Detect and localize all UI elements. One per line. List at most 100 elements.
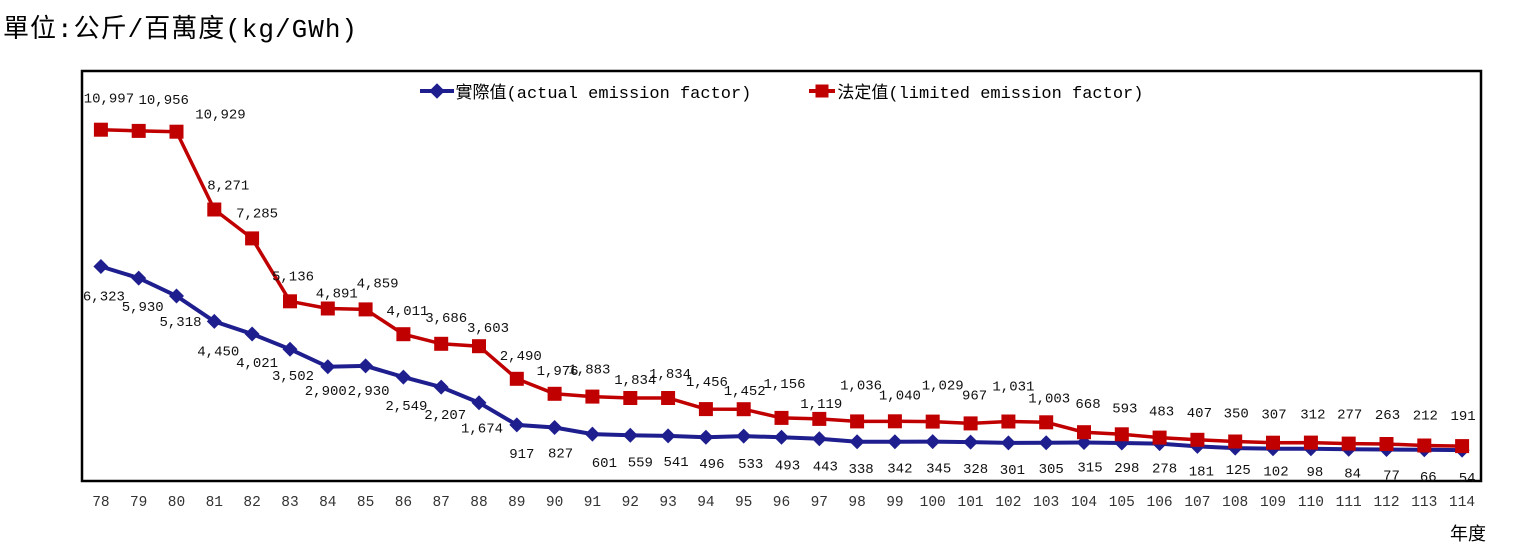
legend-label-actual: 實際值(actual emission factor): [455, 85, 752, 104]
legend-item-actual: 實際值(actual emission factor): [419, 78, 752, 104]
actual-data-label: 328: [963, 462, 988, 478]
x-axis-title: 年度: [1450, 524, 1486, 546]
actual-data-label: 559: [628, 455, 653, 471]
x-tick-label: 102: [995, 495, 1021, 511]
limited-data-label: 483: [1149, 405, 1174, 421]
limited-data-label: 1,031: [992, 380, 1034, 396]
x-tick-label: 97: [811, 495, 828, 511]
actual-data-label: 66: [1420, 470, 1437, 486]
x-tick-label: 94: [697, 495, 714, 511]
x-tick-label: 85: [357, 495, 374, 511]
limited-data-label: 4,011: [386, 304, 428, 320]
actual-data-label: 301: [1000, 463, 1025, 479]
limited-data-point: [472, 339, 486, 354]
actual-data-label: 6,323: [83, 290, 125, 306]
limited-data-label: 1,029: [922, 379, 964, 395]
actual-data-point: [963, 434, 979, 450]
limited-data-point: [887, 414, 902, 429]
x-tick-label: 105: [1109, 495, 1135, 511]
limited-data-label: 1,156: [763, 377, 805, 393]
actual-data-point: [93, 259, 109, 274]
limited-data-label: 10,956: [138, 93, 188, 109]
limited-data-label: 312: [1300, 408, 1325, 424]
limited-data-point: [1001, 414, 1016, 429]
actual-data-label: 2,207: [424, 408, 466, 424]
diamond-marker-icon: [428, 83, 445, 99]
actual-data-point: [1038, 435, 1054, 451]
actual-series-line-icon: [419, 83, 454, 99]
actual-data-label: 77: [1383, 469, 1400, 485]
actual-data-label: 1,674: [461, 422, 503, 438]
limited-data-point: [1114, 427, 1129, 442]
actual-data-point: [547, 420, 563, 435]
x-tick-label: 114: [1449, 495, 1475, 511]
limited-data-point: [169, 124, 184, 139]
actual-data-label: 541: [663, 455, 688, 471]
limited-data-point: [1417, 438, 1432, 453]
limited-data-point: [850, 414, 865, 429]
actual-data-label: 102: [1263, 465, 1288, 481]
actual-data-point: [131, 270, 147, 286]
limited-data-label: 10,929: [195, 108, 245, 124]
x-tick-label: 89: [508, 495, 525, 511]
actual-data-label: 342: [887, 462, 912, 478]
limited-data-point: [661, 391, 676, 405]
actual-data-label: 345: [926, 462, 951, 478]
actual-data-point: [471, 395, 487, 411]
limited-data-point: [812, 411, 827, 426]
actual-data-point: [282, 341, 298, 357]
actual-data-label: 496: [699, 457, 724, 473]
limited-data-label: 593: [1112, 401, 1137, 417]
limited-data-label: 5,136: [272, 269, 314, 285]
limited-data-label: 8,271: [207, 179, 249, 195]
legend-label-limited: 法定值(limited emission factor): [837, 85, 1144, 104]
limited-data-label: 3,603: [467, 321, 509, 337]
limited-data-label: 1,834: [614, 373, 656, 389]
limited-data-label: 1,456: [686, 375, 728, 391]
limited-data-label: 307: [1261, 408, 1286, 424]
actual-data-label: 315: [1077, 461, 1102, 477]
limited-data-label: 1,119: [800, 397, 842, 413]
limited-data-point: [1152, 430, 1167, 445]
limited-data-label: 1,036: [840, 378, 882, 394]
limited-data-label: 277: [1337, 408, 1362, 424]
x-tick-label: 84: [319, 495, 336, 511]
actual-data-point: [433, 379, 449, 395]
limited-data-label: 4,859: [357, 276, 399, 292]
x-tick-label: 109: [1260, 495, 1286, 511]
limited-data-label: 1,452: [724, 384, 766, 400]
x-tick-label: 78: [92, 495, 109, 511]
actual-data-label: 305: [1039, 462, 1064, 478]
x-tick-label: 90: [546, 495, 563, 511]
limited-data-point: [698, 402, 713, 417]
limited-data-label: 967: [962, 388, 987, 404]
x-tick-label: 107: [1184, 495, 1210, 511]
limited-data-point: [1039, 415, 1054, 430]
x-tick-label: 110: [1298, 495, 1324, 511]
actual-data-label: 3,502: [272, 369, 314, 385]
x-tick-label: 95: [735, 495, 752, 511]
actual-data-label: 4,450: [197, 344, 239, 360]
x-tick-label: 111: [1336, 495, 1362, 511]
actual-data-point: [811, 431, 827, 447]
actual-data-label: 4,021: [236, 356, 278, 372]
actual-data-point: [169, 288, 184, 304]
limited-data-point: [1303, 435, 1318, 450]
actual-data-label: 98: [1306, 465, 1323, 481]
limited-data-point: [547, 386, 562, 401]
actual-data-label: 84: [1344, 466, 1361, 482]
actual-data-point: [849, 434, 865, 450]
limited-data-label: 1,040: [879, 388, 921, 404]
x-tick-label: 112: [1373, 495, 1399, 511]
actual-data-point: [584, 426, 600, 442]
limited-data-point: [93, 122, 108, 137]
limited-data-label: 2,490: [500, 349, 542, 365]
x-tick-label: 79: [130, 495, 147, 511]
x-tick-label: 108: [1222, 495, 1248, 511]
x-tick-label: 104: [1071, 495, 1097, 511]
x-tick-label: 87: [432, 495, 449, 511]
limited-data-label: 212: [1413, 409, 1438, 425]
limited-data-label: 4,891: [316, 287, 358, 303]
limited-data-label: 7,285: [236, 206, 278, 222]
